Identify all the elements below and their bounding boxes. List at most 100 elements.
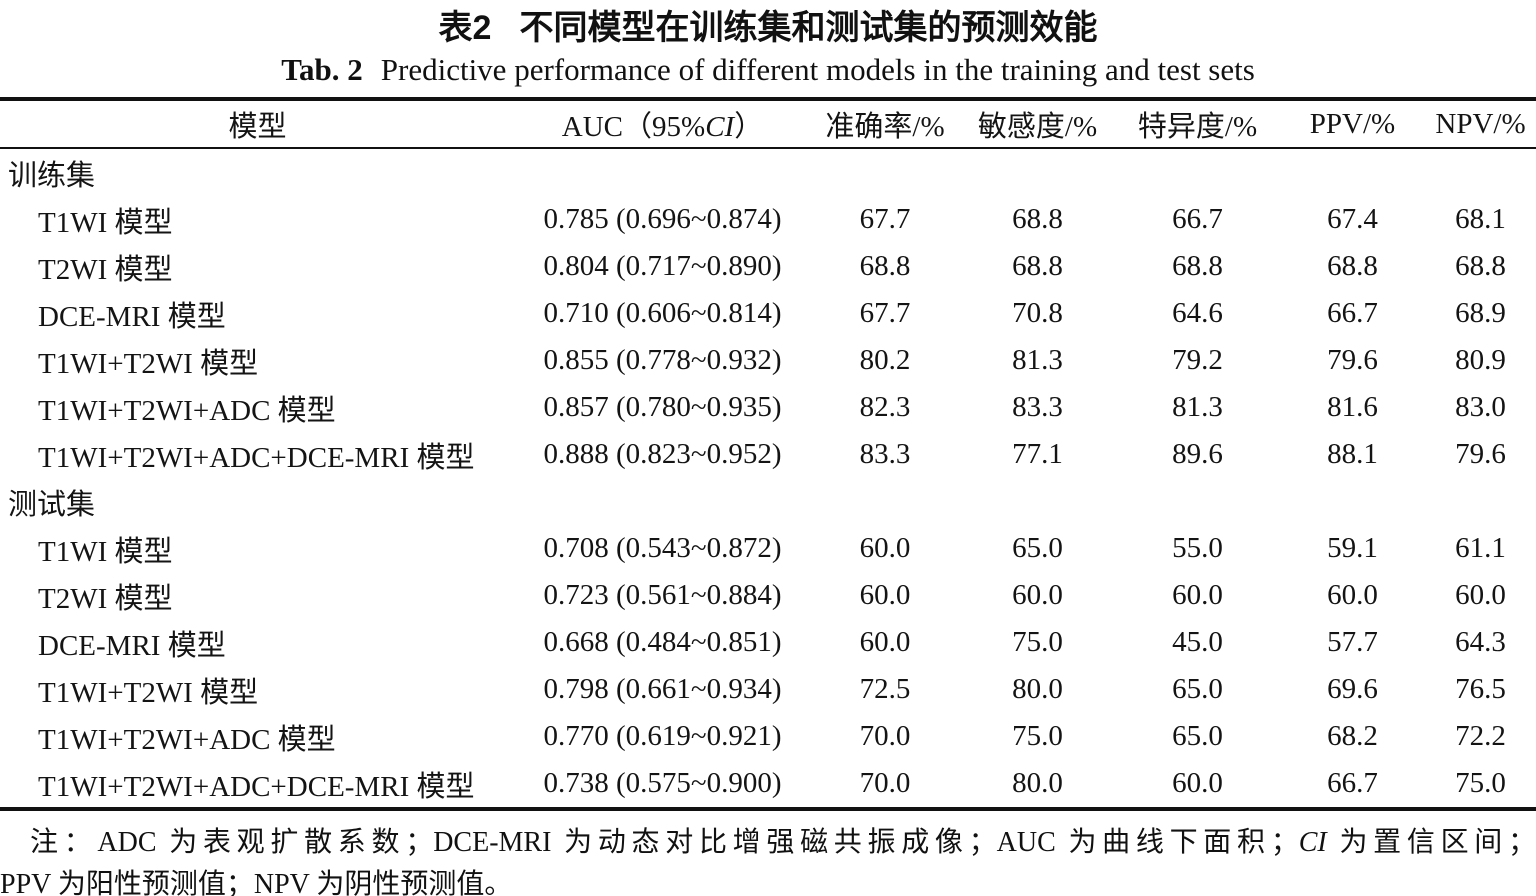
- accuracy-cell: 60.0: [859, 579, 911, 611]
- model-cell: T1WI+T2WI+ADC 模型: [38, 394, 336, 427]
- header-accuracy: 准确率/%: [810, 99, 960, 149]
- auc-cell: 0.738 (0.575~0.900): [543, 767, 782, 799]
- performance-table: 模型 AUC（95%CI） 准确率/% 敏感度/% 特异度/% PPV/% NP…: [0, 97, 1536, 811]
- ppv-cell: 69.6: [1327, 673, 1378, 705]
- npv-cell: 72.2: [1455, 720, 1506, 752]
- ppv-cell: 88.1: [1327, 438, 1378, 470]
- sensitivity-cell: 80.0: [1012, 673, 1063, 705]
- model-cell: T1WI+T2WI 模型: [38, 347, 259, 380]
- specificity-cell: 60.0: [1172, 579, 1223, 611]
- header-auc-ci: CI: [705, 111, 735, 143]
- accuracy-cell: 60.0: [859, 532, 911, 564]
- table-row: T1WI+T2WI 模型 0.798 (0.661~0.934) 72.5 80.0 6…: [0, 666, 1536, 713]
- accuracy-cell: 67.7: [859, 297, 911, 329]
- table-row: T1WI+T2WI+ADC+DCE-MRI 模型 0.888 (0.823~0.9…: [0, 431, 1536, 478]
- footnote-line1-text: 注：ADC 为表观扩散系数；DCE-MRI 为动态对比增强磁共振成像；AUC 为…: [30, 827, 1299, 858]
- auc-cell: 0.804 (0.717~0.890): [543, 250, 782, 282]
- npv-cell: 60.0: [1455, 579, 1506, 611]
- model-cell: DCE-MRI 模型: [38, 300, 226, 333]
- specificity-cell: 81.3: [1172, 391, 1223, 423]
- header-specificity: 特异度/%: [1115, 99, 1280, 149]
- table-row: T1WI+T2WI+ADC 模型 0.770 (0.619~0.921) 70.0 7…: [0, 713, 1536, 760]
- npv-cell: 79.6: [1455, 438, 1506, 470]
- header-auc-prefix: AUC（95%: [561, 111, 706, 143]
- header-model: 模型: [0, 99, 515, 149]
- table-row: T2WI 模型 0.804 (0.717~0.890) 68.8 68.8 68.8 68…: [0, 243, 1536, 290]
- sensitivity-cell: 60.0: [1012, 579, 1063, 611]
- specificity-cell: 45.0: [1172, 626, 1223, 658]
- ppv-cell: 57.7: [1327, 626, 1378, 658]
- ppv-cell: 79.6: [1327, 344, 1378, 376]
- table-title-en: Tab. 2 Predictive performance of differen…: [0, 50, 1536, 90]
- accuracy-cell: 83.3: [859, 438, 911, 470]
- table-row: T1WI 模型 0.708 (0.543~0.872) 60.0 65.0 55.0 59…: [0, 525, 1536, 572]
- table-row: T2WI 模型 0.723 (0.561~0.884) 60.0 60.0 60.0 60…: [0, 572, 1536, 619]
- sensitivity-cell: 68.8: [1012, 203, 1063, 235]
- sensitivity-cell: 68.8: [1012, 250, 1063, 282]
- section-label: 训练集: [8, 159, 96, 192]
- accuracy-cell: 70.0: [859, 767, 911, 799]
- ppv-cell: 59.1: [1327, 532, 1378, 564]
- auc-cell: 0.888 (0.823~0.952): [543, 438, 782, 470]
- specificity-cell: 68.8: [1172, 250, 1223, 282]
- accuracy-cell: 67.7: [859, 203, 911, 235]
- sensitivity-cell: 80.0: [1012, 767, 1063, 799]
- auc-cell: 0.710 (0.606~0.814): [543, 297, 782, 329]
- ppv-cell: 68.2: [1327, 720, 1378, 752]
- table-row: T1WI+T2WI+ADC+DCE-MRI 模型 0.738 (0.575~0.9…: [0, 760, 1536, 809]
- auc-cell: 0.798 (0.661~0.934): [543, 673, 782, 705]
- accuracy-cell: 82.3: [859, 391, 911, 423]
- footnote: 注：ADC 为表观扩散系数；DCE-MRI 为动态对比增强磁共振成像；AUC 为…: [0, 822, 1536, 896]
- ppv-cell: 60.0: [1327, 579, 1378, 611]
- specificity-cell: 64.6: [1172, 297, 1223, 329]
- specificity-cell: 89.6: [1172, 438, 1223, 470]
- table-title-zh-text: 不同模型在训练集和测试集的预测效能: [519, 9, 1098, 47]
- sensitivity-cell: 75.0: [1012, 626, 1063, 658]
- npv-cell: 64.3: [1455, 626, 1506, 658]
- npv-cell: 68.8: [1455, 250, 1506, 282]
- model-cell: T2WI 模型: [38, 582, 173, 615]
- specificity-cell: 55.0: [1172, 532, 1223, 564]
- specificity-cell: 79.2: [1172, 344, 1223, 376]
- auc-cell: 0.708 (0.543~0.872): [543, 532, 782, 564]
- npv-cell: 75.0: [1455, 767, 1506, 799]
- section-label: 测试集: [8, 488, 96, 521]
- table-row: DCE-MRI 模型 0.710 (0.606~0.814) 67.7 70.8 64.…: [0, 290, 1536, 337]
- model-cell: DCE-MRI 模型: [38, 629, 226, 662]
- model-cell: T1WI 模型: [38, 535, 173, 568]
- header-ppv: PPV/%: [1280, 99, 1425, 149]
- ppv-cell: 67.4: [1327, 203, 1378, 235]
- auc-cell: 0.857 (0.780~0.935): [543, 391, 782, 423]
- sensitivity-cell: 81.3: [1012, 344, 1063, 376]
- accuracy-cell: 68.8: [859, 250, 911, 282]
- model-cell: T2WI 模型: [38, 253, 173, 286]
- specificity-cell: 65.0: [1172, 720, 1223, 752]
- specificity-cell: 65.0: [1172, 673, 1223, 705]
- auc-cell: 0.668 (0.484~0.851): [543, 626, 782, 658]
- npv-cell: 68.9: [1455, 297, 1506, 329]
- header-auc: AUC（95%CI）: [515, 99, 810, 149]
- sensitivity-cell: 83.3: [1012, 391, 1063, 423]
- table-title-zh: 表2 不同模型在训练集和测试集的预测效能: [0, 0, 1536, 50]
- table-body: 训练集 T1WI 模型 0.785 (0.696~0.874) 67.7 68.8 66.…: [0, 148, 1536, 809]
- footnote-line-1: 注：ADC 为表观扩散系数；DCE-MRI 为动态对比增强磁共振成像；AUC 为…: [0, 822, 1536, 864]
- table-number-en: Tab. 2: [281, 52, 363, 87]
- sensitivity-cell: 75.0: [1012, 720, 1063, 752]
- table-row: T1WI+T2WI+ADC 模型 0.857 (0.780~0.935) 82.3 8…: [0, 384, 1536, 431]
- footnote-line-2: PPV 为阳性预测值；NPV 为阴性预测值。: [0, 869, 513, 896]
- npv-cell: 80.9: [1455, 344, 1506, 376]
- accuracy-cell: 80.2: [859, 344, 911, 376]
- auc-cell: 0.723 (0.561~0.884): [543, 579, 782, 611]
- npv-cell: 83.0: [1455, 391, 1506, 423]
- table-row: T1WI 模型 0.785 (0.696~0.874) 67.7 68.8 66.7 67…: [0, 196, 1536, 243]
- ppv-cell: 68.8: [1327, 250, 1378, 282]
- npv-cell: 61.1: [1455, 532, 1506, 564]
- auc-cell: 0.785 (0.696~0.874): [543, 203, 782, 235]
- table-number-zh: 表2: [438, 9, 492, 47]
- table-title-en-text: Predictive performance of different mode…: [380, 52, 1255, 87]
- header-npv: NPV/%: [1425, 99, 1536, 149]
- specificity-cell: 60.0: [1172, 767, 1223, 799]
- model-cell: T1WI+T2WI+ADC+DCE-MRI 模型: [38, 441, 475, 474]
- table-row: T1WI+T2WI 模型 0.855 (0.778~0.932) 80.2 81.3 7…: [0, 337, 1536, 384]
